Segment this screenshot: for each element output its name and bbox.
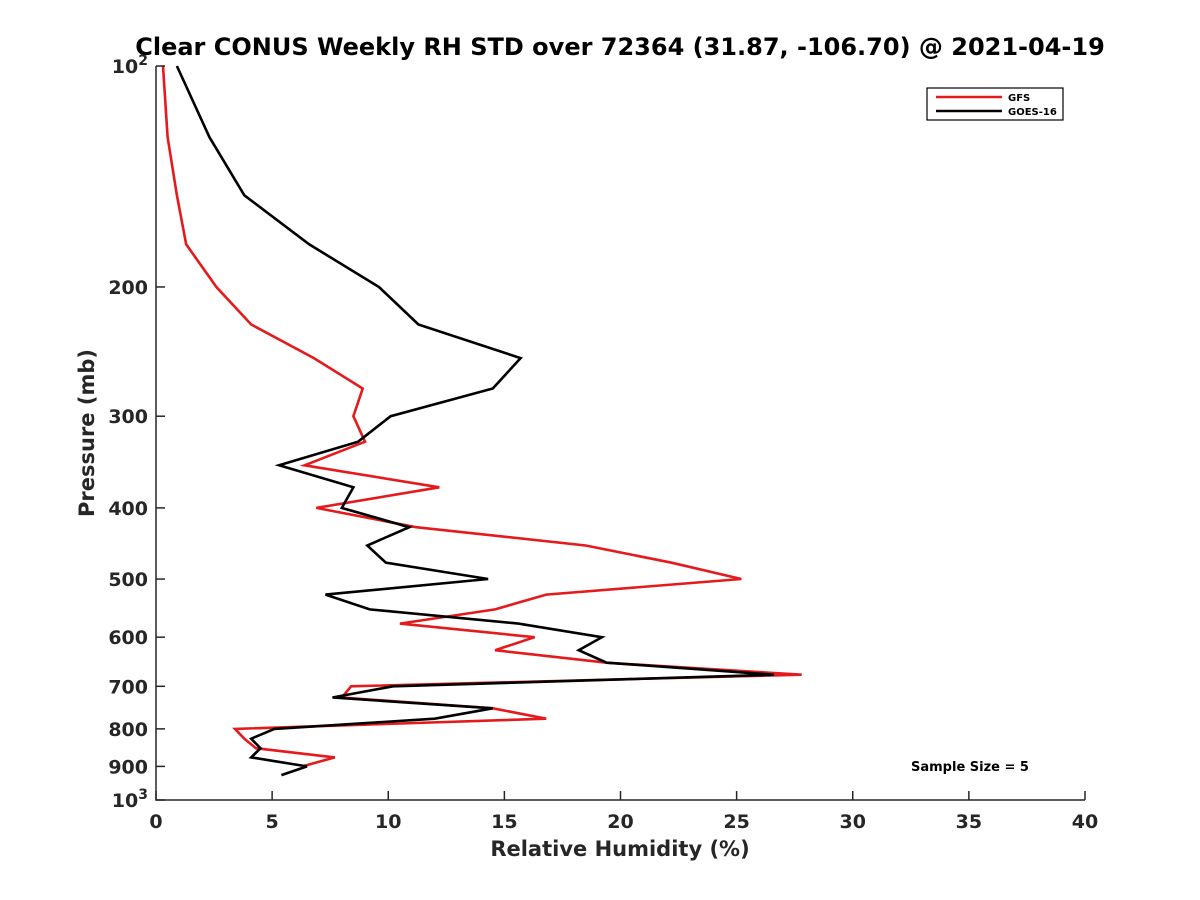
x-axis-ticks: 0 5 10 15 20 25 30 35 40 (149, 791, 1098, 833)
y-axis-ticks: 102 200 300 400 500 600 700 800 900 103 (108, 53, 165, 812)
y-tick-label: 102 (112, 53, 148, 78)
legend-label-gfs: GFS (1008, 93, 1030, 104)
axes-box (156, 66, 1085, 800)
sample-size-annotation: Sample Size = 5 (911, 760, 1029, 775)
series-line-goes16 (175, 65, 774, 777)
y-axis-label: Pressure (mb) (75, 349, 99, 517)
y-tick-label: 700 (108, 676, 148, 698)
y-tick-label: 400 (108, 498, 148, 520)
x-tick-label: 15 (491, 811, 517, 833)
y-tick-label: 500 (108, 569, 148, 591)
y-tick-label: 800 (108, 719, 148, 741)
y-tick-label: 103 (112, 787, 148, 812)
x-tick-label: 40 (1072, 811, 1098, 833)
x-tick-label: 35 (956, 811, 982, 833)
y-tick-label: 600 (108, 627, 148, 649)
x-tick-label: 30 (840, 811, 866, 833)
series-layer (161, 65, 802, 777)
x-tick-label: 5 (266, 811, 279, 833)
legend: GFS GOES-16 (926, 87, 1064, 121)
x-axis-label: Relative Humidity (%) (490, 837, 749, 861)
legend-box (926, 87, 1064, 121)
series-line-gfs (161, 65, 802, 768)
x-tick-label: 0 (149, 811, 162, 833)
y-tick-label: 900 (108, 756, 148, 778)
x-tick-label: 20 (607, 811, 633, 833)
x-tick-label: 25 (723, 811, 749, 833)
plot-area: 0 5 10 15 20 25 30 35 40 102 200 300 400 500 600 700 80… (108, 53, 1098, 833)
y-tick-label: 200 (108, 277, 148, 299)
legend-label-goes16: GOES-16 (1008, 107, 1057, 118)
x-tick-label: 10 (375, 811, 401, 833)
chart-title: Clear CONUS Weekly RH STD over 72364 (31… (135, 33, 1105, 61)
y-tick-label: 300 (108, 406, 148, 428)
